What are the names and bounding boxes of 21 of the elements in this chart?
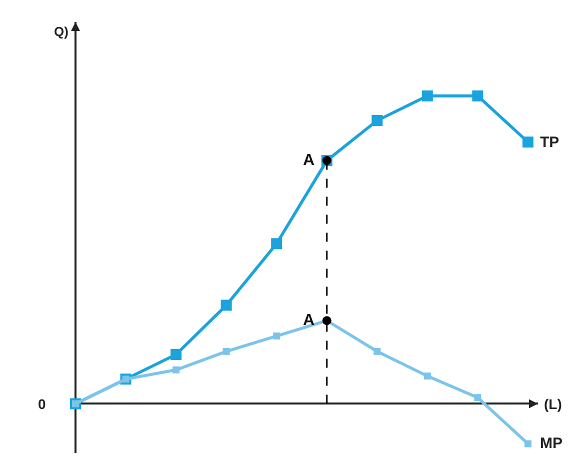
point [170,348,182,360]
point [524,440,532,448]
series-label: MP [540,435,562,452]
series-label: TP [540,134,560,151]
point [374,348,381,355]
point [372,115,383,126]
point [474,394,482,402]
point [172,366,180,374]
y-axis-title: Q) [54,24,68,39]
annotation: A [303,152,315,169]
point [222,348,230,355]
point [273,332,280,340]
x-axis-title: (L) [544,396,562,412]
point [271,238,282,250]
text: 0 [38,396,46,412]
point [522,136,534,148]
point [424,372,431,380]
point [220,300,232,311]
point [422,90,433,102]
annotation: A [303,312,315,329]
point [472,90,484,102]
